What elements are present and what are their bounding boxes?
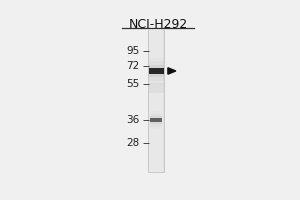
Bar xyxy=(150,114,163,127)
Text: 28: 28 xyxy=(127,138,140,148)
Bar xyxy=(148,68,164,74)
Text: NCI-H292: NCI-H292 xyxy=(129,18,188,31)
Bar xyxy=(149,30,163,172)
Bar xyxy=(150,118,163,122)
Bar xyxy=(148,58,164,84)
Bar xyxy=(148,61,164,81)
Bar xyxy=(148,30,164,172)
Bar xyxy=(150,111,163,129)
Bar xyxy=(150,116,163,124)
Text: 36: 36 xyxy=(127,115,140,125)
Bar xyxy=(148,65,164,77)
Text: 55: 55 xyxy=(127,79,140,89)
Bar xyxy=(148,83,164,93)
Polygon shape xyxy=(168,68,176,74)
Text: 72: 72 xyxy=(127,61,140,71)
Text: 95: 95 xyxy=(127,46,140,56)
